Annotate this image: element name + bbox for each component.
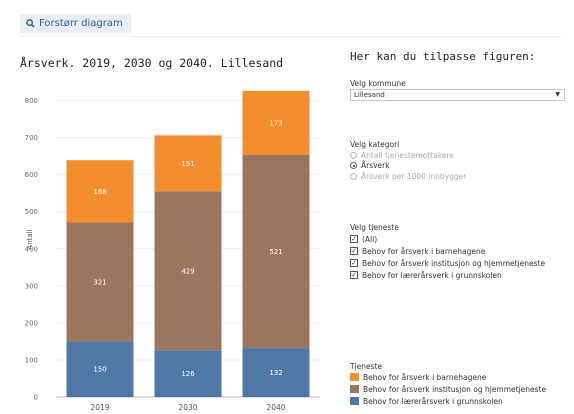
bar-segment	[66, 222, 134, 342]
kategori-option[interactable]: Årsverk	[350, 161, 390, 171]
kategori-option[interactable]: Antall tjenestemottakere	[350, 150, 454, 160]
legend-swatch	[350, 385, 359, 393]
x-tick-label: 2019	[90, 403, 109, 412]
legend-item[interactable]: Behov for årsverk i barnehagene	[350, 372, 486, 382]
x-tick-label: 2040	[266, 403, 285, 412]
search-icon	[26, 19, 35, 28]
panel-title: Her kan du tilpasse figuren:	[350, 50, 536, 63]
bar-segment	[154, 135, 222, 192]
y-tick-label: 200	[25, 319, 38, 327]
legend-item[interactable]: Behov for lærerårsverk i grunnskolen	[350, 396, 503, 406]
y-tick-label: 400	[25, 245, 38, 253]
y-tick-label: 600	[25, 171, 38, 179]
kommune-select-value: Lillesand	[354, 91, 385, 99]
checkbox-icon: ✓	[350, 247, 358, 255]
legend-label: Behov for lærerårsverk i grunnskolen	[363, 396, 503, 406]
y-axis-label: Antall	[26, 229, 34, 249]
checkbox-icon: ✓	[350, 235, 358, 243]
tjeneste-option[interactable]: ✓ (All)	[350, 234, 377, 244]
bar-segment	[66, 160, 134, 223]
checkbox-icon: ✓	[350, 259, 358, 267]
legend-label: Behov for årsverk i barnehagene	[363, 372, 487, 382]
y-tick-label: 700	[25, 134, 38, 142]
tjeneste-option-label: Behov for årsverk i barnehagene	[362, 246, 486, 256]
x-tick-label: 2030	[178, 403, 197, 412]
kategori-option[interactable]: Årsverk per 1000 innbygger	[350, 171, 466, 181]
tjeneste-option[interactable]: ✓ Behov for årsverk i barnehagene	[350, 246, 485, 256]
bar-segment	[66, 341, 134, 397]
data-label: 132	[269, 369, 282, 377]
legend-item[interactable]: Behov for årsverk institusjon og hjemmet…	[350, 384, 546, 394]
bar-segment	[154, 350, 222, 397]
zoom-chart-label: Forstørr diagram	[39, 18, 123, 29]
bar-segment	[242, 90, 310, 156]
y-tick-label: 0	[34, 394, 38, 402]
y-tick-label: 500	[25, 208, 38, 216]
bar-segment	[154, 191, 222, 351]
stacked-bar-chart: 0 100 200 300 400 500 600 700 800 Antall 150 321 168…	[25, 90, 320, 412]
tjeneste-option-label: (All)	[362, 234, 378, 244]
data-label: 521	[269, 248, 282, 256]
legend-title: Tjeneste	[350, 362, 383, 371]
tjeneste-option[interactable]: ✓ Behov for årsverk institusjon og hjemme…	[350, 258, 545, 268]
legend-label: Behov for årsverk institusjon og hjemmet…	[363, 384, 547, 394]
kategori-option-label: Årsverk per 1000 innbygger	[361, 171, 467, 181]
data-label: 150	[93, 366, 106, 374]
data-label: 151	[181, 160, 194, 168]
data-label: 321	[93, 278, 106, 286]
kategori-label: Velg kategori	[350, 140, 400, 149]
y-tick-label: 800	[25, 97, 38, 105]
checkbox-icon: ✓	[350, 271, 358, 279]
data-label: 429	[181, 267, 194, 275]
bar-segment	[242, 155, 310, 349]
legend-swatch	[350, 373, 359, 381]
data-label: 173	[269, 119, 282, 127]
zoom-chart-button[interactable]: Forstørr diagram	[20, 14, 131, 33]
kategori-option-label: Årsverk	[361, 161, 390, 170]
kategori-option-label: Antall tjenestemottakere	[361, 150, 455, 160]
chevron-down-icon: ▼	[555, 91, 560, 98]
data-label: 126	[181, 370, 195, 378]
y-tick-label: 300	[25, 282, 38, 290]
radio-icon	[350, 162, 357, 169]
kommune-label: Velg kommune	[350, 79, 406, 88]
chart-title: Årsverk. 2019, 2030 og 2040. Lillesand	[20, 56, 284, 70]
tjeneste-option-label: Behov for lærerårsverk i grunnskolen	[362, 270, 502, 280]
radio-icon	[350, 151, 357, 159]
tjeneste-option[interactable]: ✓ Behov for lærerårsverk i grunnskolen	[350, 270, 502, 280]
header-divider	[20, 36, 562, 37]
kommune-select[interactable]: Lillesand ▼	[350, 89, 565, 101]
tjeneste-option-label: Behov for årsverk institusjon og hjemmet…	[362, 258, 546, 268]
tjeneste-label: Velg tjeneste	[350, 223, 399, 232]
radio-icon	[350, 172, 357, 180]
y-tick-label: 100	[25, 356, 38, 364]
legend-swatch	[350, 397, 359, 405]
data-label: 168	[93, 188, 106, 196]
bar-segment	[242, 348, 310, 397]
